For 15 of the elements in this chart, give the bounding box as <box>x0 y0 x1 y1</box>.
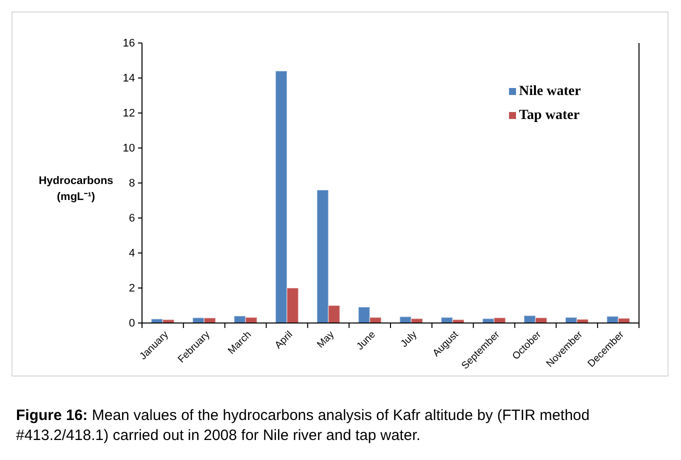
x-tick-label: May <box>315 329 336 350</box>
y-tick-label: 2 <box>128 282 135 295</box>
y-tick-label: 10 <box>122 142 135 155</box>
legend-label: Nile water <box>519 84 581 99</box>
y-tick-label: 6 <box>128 212 135 225</box>
x-tick-label: July <box>398 329 420 350</box>
y-tick-label: 8 <box>128 178 135 190</box>
y-tick-label: 4 <box>128 248 135 260</box>
caption: Figure 16: Mean values of the hydrocarbons analysis of Kafr altitude by (FTIR method #413.2/418.1) carried out in 2008 for Nile river and tap water. <box>16 407 590 444</box>
y-tick-label: 16 <box>122 38 135 50</box>
y-tick-label: 0 <box>128 318 135 330</box>
y-axis-title: Hydrocarbons (mgL⁻¹) <box>38 175 114 203</box>
y-tick-label: 14 <box>122 72 135 85</box>
legend-label: Tap water <box>519 108 580 123</box>
y-tick-label: 12 <box>122 108 135 120</box>
